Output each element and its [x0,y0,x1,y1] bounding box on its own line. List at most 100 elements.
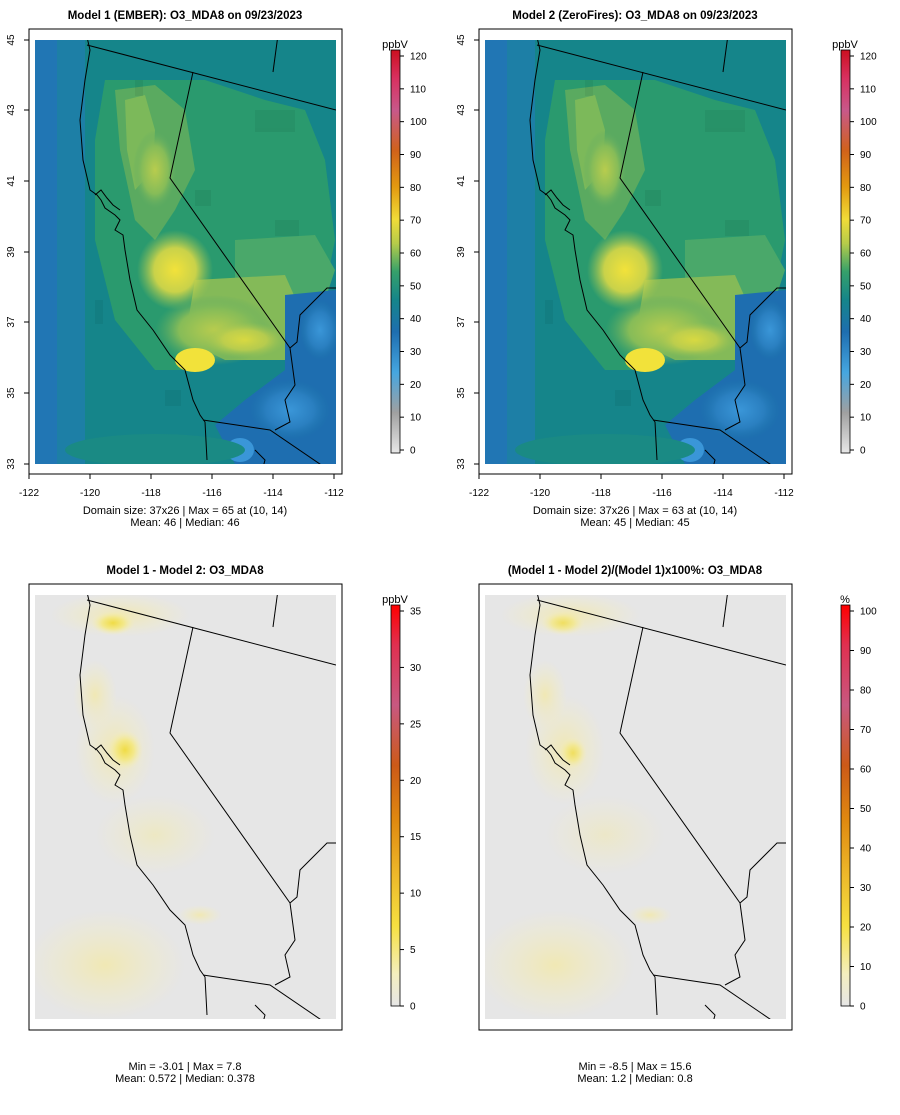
y-tick-label: 37 [6,316,17,328]
y-tick: 45 [6,34,29,46]
colorbar-tick-label: 25 [410,719,422,730]
x-tick-label: -118 [141,488,161,499]
y-axis: 33 35 37 39 41 43 45 [6,34,30,470]
colorbar-tick-label: 0 [410,446,416,457]
colorbar-tick-label: 70 [860,216,872,227]
x-tick-label: -112 [324,488,344,499]
colorbar-unit: ppbV [382,39,408,51]
colorbar-tick-label: 90 [410,150,422,161]
y-tick-label: 45 [456,34,467,46]
colorbar-tick-label: 50 [860,804,872,815]
x-tick-label: -116 [652,488,672,499]
x-tick: -118 [141,474,161,499]
colorbar-tick-label: 10 [860,962,872,973]
colorbar-tick-label: 0 [860,446,866,457]
y-tick: 35 [456,387,479,399]
y-tick: 43 [6,104,29,116]
x-tick: -112 [324,474,344,499]
colorbar-tick-label: 110 [860,84,876,95]
colorbar-tick-label: 40 [410,314,422,325]
x-tick: -114 [263,474,283,499]
colorbar-tick-label: 30 [860,347,872,358]
colorbar-tick-label: 20 [860,923,872,934]
x-tick: -116 [652,474,672,499]
colorbar-tick-label: 15 [410,832,422,843]
y-tick: 33 [6,458,29,470]
colorbar-tick-label: 5 [410,945,416,956]
x-tick: -114 [713,474,733,499]
x-tick-label: -112 [774,488,794,499]
colorbar-tick-label: 20 [410,776,422,787]
y-axis: 33 35 37 39 41 43 45 [456,34,480,470]
panel-title: (Model 1 - Model 2)/(Model 1)x100%: O3_M… [508,565,763,577]
panel-model2: Model 2 (ZeroFires): O3_MDA8 on 09/23/20… [456,10,877,529]
stat-line2: Mean: 1.2 | Median: 0.8 [577,1073,692,1085]
stat-line2: Mean: 0.572 | Median: 0.378 [115,1073,255,1085]
y-tick-label: 33 [6,458,17,470]
colorbar-tick-label: 100 [860,117,877,128]
panel-model1: Model 1 (EMBER): O3_MDA8 on 09/23/2023 3… [6,10,427,529]
percent-field-map [485,595,786,1019]
y-tick: 37 [6,316,29,328]
x-axis: -122 -120 -118 -116 -114 -112 [19,473,344,499]
y-tick: 41 [456,175,479,187]
colorbar-tick-label: 80 [860,686,872,697]
x-tick-label: -122 [19,488,39,499]
colorbar-tick-label: 20 [410,380,422,391]
colorbar-tick-label: 30 [860,883,872,894]
panel-title: Model 2 (ZeroFires): O3_MDA8 on 09/23/20… [512,10,757,22]
colorbar: ppbV 0 10 20 30 40 50 60 70 80 90 100 110 120 [832,39,877,457]
colorbar-ticks: 0 5 10 15 20 25 30 35 [400,607,422,1013]
colorbar-tick-label: 110 [410,84,426,95]
x-tick-label: -118 [591,488,611,499]
stat-line1: Min = -8.5 | Max = 15.6 [579,1061,692,1073]
colorbar-ramp [390,49,401,454]
x-tick-label: -114 [713,488,733,499]
colorbar-tick-label: 70 [860,725,872,736]
colorbar-unit: % [840,594,850,606]
colorbar-tick-label: 50 [410,281,422,292]
colorbar-tick-label: 90 [860,150,872,161]
colorbar-tick-label: 120 [860,52,877,63]
y-tick-label: 41 [456,175,467,187]
x-tick-label: -120 [80,488,100,499]
stat-line2: Mean: 46 | Median: 46 [130,517,239,529]
x-axis: -122 -120 -118 -116 -114 -112 [469,473,794,499]
y-tick-label: 35 [456,387,467,399]
colorbar-tick-label: 30 [410,663,422,674]
x-tick: -116 [202,474,222,499]
colorbar-tick-label: 10 [410,413,422,424]
colorbar-tick-label: 100 [860,607,877,618]
colorbar: ppbV 0 10 20 30 40 50 60 70 80 90 100 110 120 [382,39,427,457]
colorbar: % 0 10 20 30 40 50 60 70 80 90 100 [840,594,877,1013]
colorbar-tick-label: 100 [410,117,427,128]
colorbar-tick-label: 70 [410,216,422,227]
colorbar-unit: ppbV [832,39,858,51]
y-tick: 41 [6,175,29,187]
colorbar-tick-label: 60 [860,249,872,260]
y-tick: 33 [456,458,479,470]
colorbar-tick-label: 120 [410,52,427,63]
stat-line1: Min = -3.01 | Max = 7.8 [129,1061,242,1073]
y-tick-label: 45 [6,34,17,46]
colorbar-tick-label: 20 [860,380,872,391]
colorbar-tick-label: 50 [860,281,872,292]
y-tick: 39 [6,246,29,258]
stat-line2: Mean: 45 | Median: 45 [580,517,689,529]
panel-title: Model 1 (EMBER): O3_MDA8 on 09/23/2023 [68,10,303,22]
colorbar-ticks: 0 10 20 30 40 50 60 70 80 90 100 110 120 [400,52,427,457]
ozone-field-map [485,40,786,464]
stat-line1: Domain size: 37x26 | Max = 65 at (10, 14… [83,505,287,517]
x-tick-label: -116 [202,488,222,499]
colorbar-tick-label: 10 [410,889,422,900]
panel-percent-difference: (Model 1 - Model 2)/(Model 1)x100%: O3_M… [478,565,877,1085]
ozone-field-map [35,40,336,464]
colorbar-tick-label: 80 [410,183,422,194]
y-tick: 45 [456,34,479,46]
y-tick: 35 [6,387,29,399]
panel-title: Model 1 - Model 2: O3_MDA8 [106,565,264,577]
colorbar-tick-label: 0 [860,1002,866,1013]
colorbar-tick-label: 80 [860,183,872,194]
y-tick-label: 33 [456,458,467,470]
